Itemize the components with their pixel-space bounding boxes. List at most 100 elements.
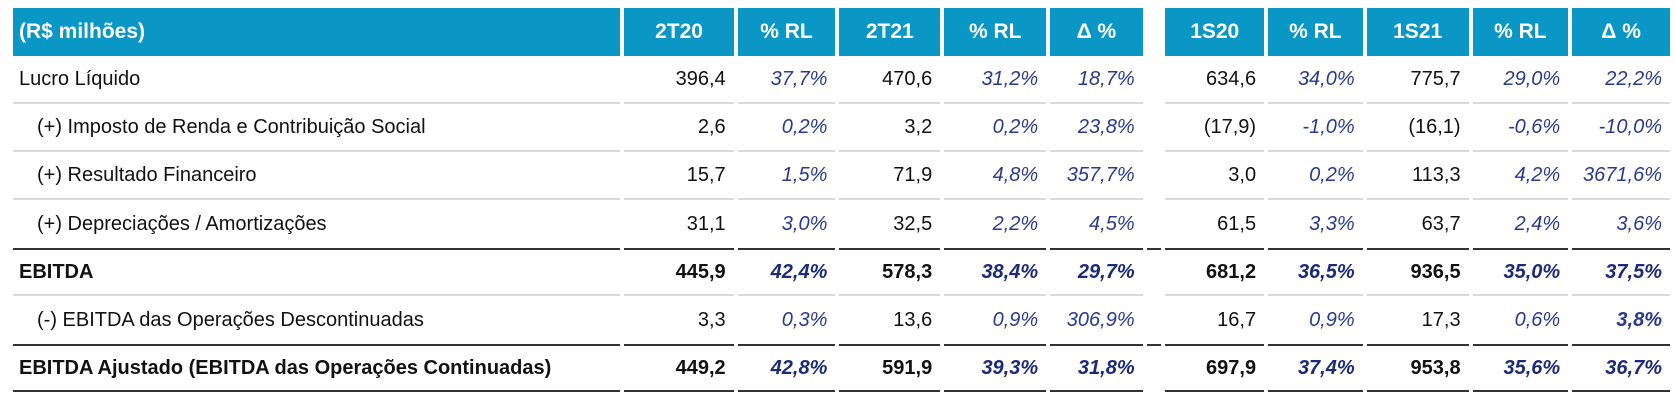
cell-pct: 42,4% (737, 248, 836, 296)
cell-value: 470,6 (839, 56, 941, 104)
cell-value: 63,7 (1421, 212, 1461, 235)
cell-value: 15,7 (624, 152, 734, 200)
row-label: Lucro Líquido (13, 56, 621, 104)
row-imposto-renda: (+) Imposto de Renda e Contribuição Soci… (13, 104, 1670, 152)
col-header-1s21: 1S21 (1366, 8, 1469, 56)
cell-value: 936,5 (1366, 248, 1469, 296)
cell-pct: -1,0% (1268, 104, 1363, 152)
column-gap (1147, 56, 1162, 104)
cell-value: 31,1 (686, 212, 726, 235)
cell-value: 634,6 (1165, 56, 1265, 104)
col-header-1s20: 1S20 (1165, 8, 1265, 56)
cell-delta: 3671,6% (1572, 152, 1670, 200)
row-label: (+) Depreciações / Amortizações (37, 212, 327, 235)
cell-pct: 0,2% (1268, 152, 1363, 200)
row-ebitda: EBITDA 445,9 42,4% 578,3 38,4% 29,7% 681… (13, 248, 1670, 296)
cell-value: 16,7 (1217, 308, 1257, 331)
column-gap (1146, 248, 1162, 296)
cell-pct: 37,4% (1268, 344, 1363, 392)
cell-delta: 3,8% (1616, 308, 1662, 331)
cell-value: 681,2 (1165, 248, 1265, 296)
col-header-pct-rl: % RL (1268, 8, 1363, 56)
cell-value: 697,9 (1165, 344, 1265, 392)
row-lucro-liquido: Lucro Líquido 396,4 37,7% 470,6 31,2% 18… (13, 56, 1670, 104)
cell-value: 32,5 (893, 212, 933, 235)
col-header-2t20: 2T20 (624, 8, 734, 56)
unit-label: (R$ milhões) (13, 8, 621, 56)
cell-value: 113,3 (1366, 152, 1469, 200)
col-header-pct-rl: % RL (944, 8, 1047, 56)
column-gap (1147, 152, 1162, 200)
cell-delta: -10,0% (1572, 104, 1670, 152)
column-gap (1147, 8, 1162, 56)
cell-pct: 35,0% (1472, 248, 1569, 296)
cell-delta: 37,5% (1572, 248, 1670, 296)
col-header-2t21: 2T21 (839, 8, 941, 56)
cell-value: (16,1) (1366, 104, 1469, 152)
cell-pct: 3,3% (1309, 212, 1355, 235)
cell-delta: 4,5% (1089, 212, 1135, 235)
row-label: EBITDA (13, 248, 621, 296)
cell-pct: 38,4% (944, 248, 1047, 296)
cell-value: 591,9 (839, 344, 941, 392)
column-gap (1147, 296, 1162, 344)
cell-pct: 42,8% (737, 344, 836, 392)
row-label: (+) Imposto de Renda e Contribuição Soci… (13, 104, 621, 152)
cell-value: 449,2 (624, 344, 734, 392)
cell-pct: 37,7% (737, 56, 836, 104)
cell-value: 396,4 (624, 56, 734, 104)
cell-pct: 0,9% (1309, 308, 1355, 331)
cell-pct: 35,6% (1472, 344, 1569, 392)
cell-pct: 4,8% (944, 152, 1047, 200)
cell-pct: 29,0% (1472, 56, 1569, 104)
cell-delta: 36,7% (1572, 344, 1670, 392)
cell-delta: 306,9% (1066, 308, 1135, 331)
cell-delta: 18,7% (1050, 56, 1143, 104)
cell-value: 61,5 (1217, 212, 1257, 235)
column-gap (1147, 200, 1162, 248)
cell-value: 953,8 (1366, 344, 1469, 392)
cell-pct: 2,2% (992, 212, 1039, 235)
cell-pct: 3,0% (781, 212, 828, 235)
cell-pct: 36,5% (1268, 248, 1363, 296)
cell-pct: 1,5% (737, 152, 836, 200)
cell-value: 3,2 (839, 104, 941, 152)
row-label: (-) EBITDA das Operações Descontinuadas (37, 308, 424, 331)
row-ebitda-descontinuadas: (-) EBITDA das Operações Descontinuadas … (13, 296, 1670, 344)
cell-pct: 34,0% (1268, 56, 1363, 104)
cell-delta: 29,7% (1050, 248, 1143, 296)
cell-pct: 0,3% (781, 308, 828, 331)
row-ebitda-ajustado: EBITDA Ajustado (EBITDA das Operações Co… (13, 344, 1670, 392)
cell-value: 3,0 (1165, 152, 1265, 200)
col-header-pct-rl: % RL (1472, 8, 1569, 56)
cell-pct: 4,2% (1472, 152, 1569, 200)
cell-value: 3,3 (697, 308, 726, 331)
column-gap (1147, 104, 1162, 152)
col-header-delta: Δ % (1572, 8, 1670, 56)
cell-pct: 39,3% (944, 344, 1047, 392)
cell-delta: 22,2% (1572, 56, 1670, 104)
cell-pct: 0,2% (737, 104, 836, 152)
cell-value: 2,6 (624, 104, 734, 152)
cell-value: (17,9) (1165, 104, 1265, 152)
cell-delta: 31,8% (1050, 344, 1143, 392)
ebitda-table: (R$ milhões) 2T20 % RL 2T21 % RL Δ % 1S2… (9, 8, 1674, 392)
cell-pct: -0,6% (1472, 104, 1569, 152)
cell-value: 13,6 (893, 308, 933, 331)
cell-pct: 0,6% (1514, 308, 1561, 331)
table-header: (R$ milhões) 2T20 % RL 2T21 % RL Δ % 1S2… (13, 8, 1670, 56)
row-depreciacoes: (+) Depreciações / Amortizações 31,1 3,0… (13, 200, 1670, 248)
cell-delta: 23,8% (1050, 104, 1143, 152)
row-label: EBITDA Ajustado (EBITDA das Operações Co… (13, 344, 621, 392)
cell-delta: 357,7% (1050, 152, 1143, 200)
row-label: (+) Resultado Financeiro (13, 152, 621, 200)
cell-value: 445,9 (624, 248, 734, 296)
cell-pct: 0,2% (944, 104, 1047, 152)
cell-value: 775,7 (1366, 56, 1469, 104)
row-resultado-financeiro: (+) Resultado Financeiro 15,7 1,5% 71,9 … (13, 152, 1670, 200)
col-header-pct-rl: % RL (737, 8, 836, 56)
cell-value: 71,9 (839, 152, 941, 200)
cell-pct: 31,2% (944, 56, 1047, 104)
cell-pct: 2,4% (1514, 212, 1561, 235)
col-header-delta: Δ % (1050, 8, 1143, 56)
